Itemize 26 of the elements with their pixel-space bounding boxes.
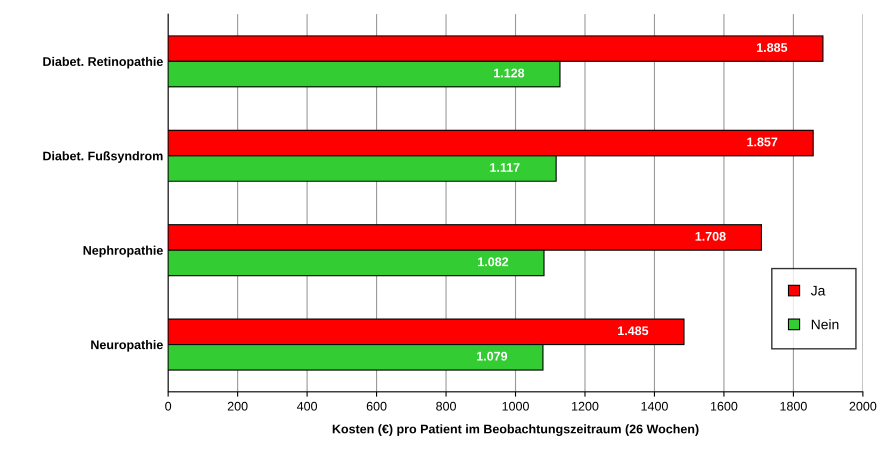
x-tick-label: 1800 bbox=[780, 402, 807, 411]
x-tick-label: 600 bbox=[366, 402, 387, 411]
data-label: 1.485 bbox=[618, 326, 648, 336]
x-tick-label: 1200 bbox=[572, 402, 598, 411]
y-tick-label: Nephropathie bbox=[84, 246, 163, 258]
x-tick-label: 200 bbox=[228, 402, 248, 411]
data-label: 1.079 bbox=[477, 352, 508, 361]
x-tick-label: 1000 bbox=[502, 402, 529, 411]
legend-label: Ja bbox=[810, 286, 826, 296]
x-tick-label: 1600 bbox=[710, 402, 738, 411]
x-tick-label: 2000 bbox=[850, 402, 876, 411]
legend-label: Nein bbox=[812, 319, 838, 330]
data-label: 1.885 bbox=[757, 43, 788, 52]
x-tick-label: 0 bbox=[165, 402, 172, 411]
data-label: 1.708 bbox=[696, 232, 726, 241]
data-label: 1.117 bbox=[490, 163, 520, 172]
x-tick-label: 800 bbox=[436, 402, 456, 411]
x-axis-title: Kosten (€) pro Patient im Beobachtungszeitraum (26 Wochen) bbox=[332, 424, 698, 436]
x-tick-label: 400 bbox=[296, 402, 318, 411]
data-label: 1.082 bbox=[478, 257, 508, 266]
data-label: 1.857 bbox=[747, 138, 778, 146]
y-tick-label: Diabet. Retinopathie bbox=[43, 56, 163, 68]
data-label: 1.128 bbox=[494, 68, 524, 78]
x-tick-label: 1400 bbox=[642, 402, 668, 411]
y-tick-label: Diabet. Fußsyndrom bbox=[43, 151, 163, 163]
y-tick-label: Neuropathie bbox=[91, 340, 163, 352]
